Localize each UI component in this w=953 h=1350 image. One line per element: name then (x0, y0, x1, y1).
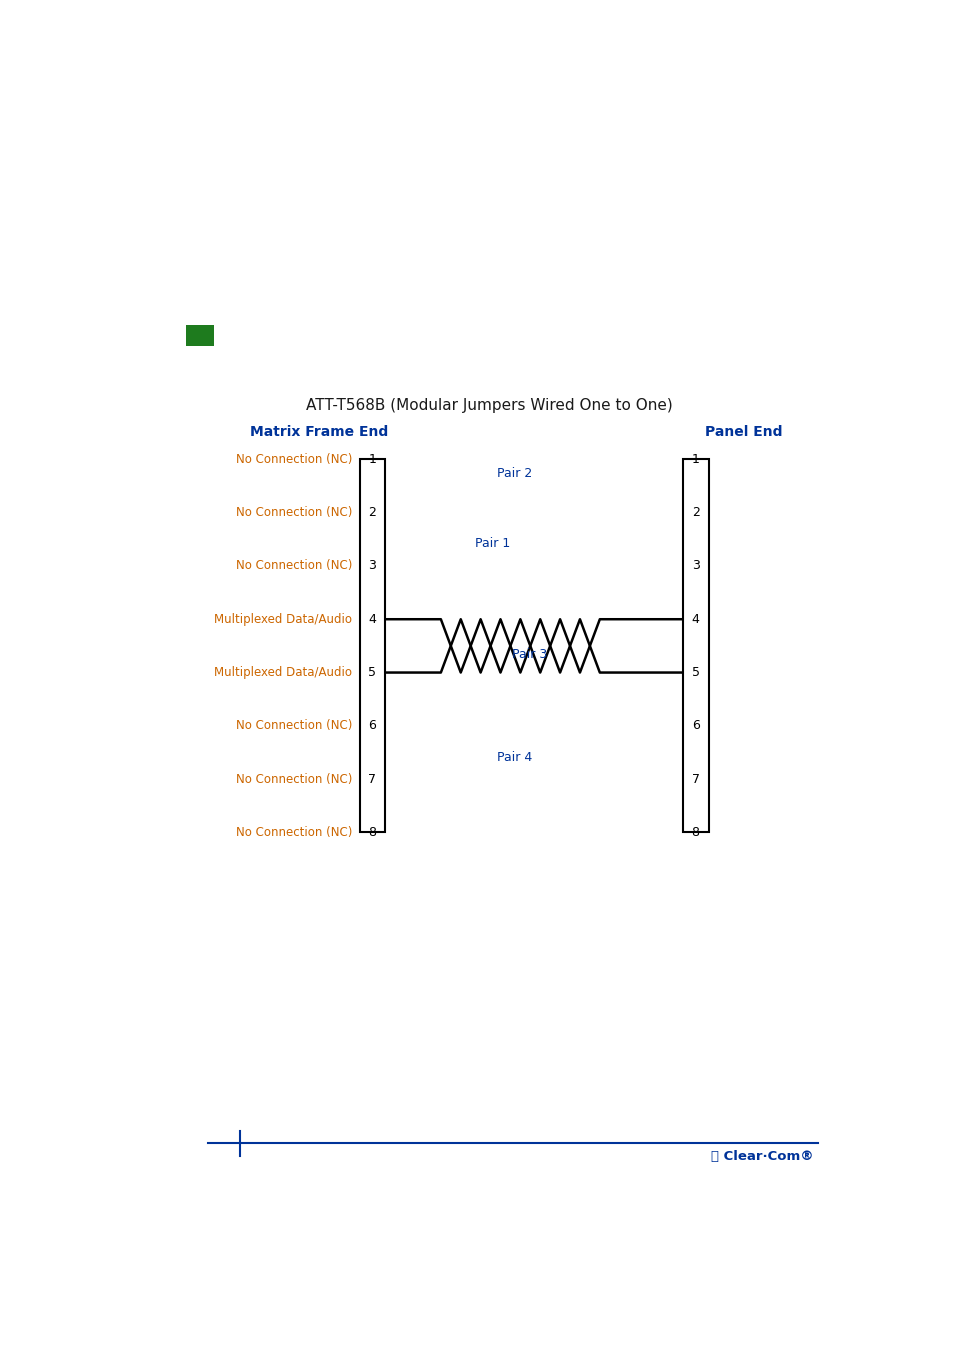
Text: 7: 7 (691, 772, 699, 786)
Text: Pair 4: Pair 4 (497, 751, 532, 764)
Text: 4: 4 (368, 613, 376, 626)
Text: No Connection (NC): No Connection (NC) (235, 506, 352, 520)
Text: Multiplexed Data/Audio: Multiplexed Data/Audio (213, 666, 352, 679)
Text: 7: 7 (368, 772, 376, 786)
Text: 4: 4 (691, 613, 699, 626)
Text: ATT-T568B (Modular Jumpers Wired One to One): ATT-T568B (Modular Jumpers Wired One to … (305, 398, 672, 413)
Text: No Connection (NC): No Connection (NC) (235, 772, 352, 786)
Bar (359, 459, 385, 833)
Text: Pair 1: Pair 1 (475, 536, 510, 549)
Text: No Connection (NC): No Connection (NC) (235, 452, 352, 466)
Text: No Connection (NC): No Connection (NC) (235, 559, 352, 572)
Text: 1: 1 (368, 452, 376, 466)
Text: 2: 2 (691, 506, 699, 520)
Text: 1: 1 (691, 452, 699, 466)
Text: Matrix Frame End: Matrix Frame End (250, 425, 388, 439)
Text: Pair 3: Pair 3 (512, 648, 547, 660)
Text: 3: 3 (368, 559, 376, 572)
Text: 6: 6 (368, 720, 376, 732)
Text: 8: 8 (368, 826, 376, 838)
Text: 5: 5 (691, 666, 699, 679)
Text: 5: 5 (368, 666, 376, 679)
Text: 6: 6 (691, 720, 699, 732)
Text: Pair 2: Pair 2 (497, 467, 532, 481)
Text: 2: 2 (368, 506, 376, 520)
Text: 3: 3 (691, 559, 699, 572)
Bar (186, 325, 213, 346)
Text: No Connection (NC): No Connection (NC) (235, 720, 352, 732)
Text: Multiplexed Data/Audio: Multiplexed Data/Audio (213, 613, 352, 626)
Text: No Connection (NC): No Connection (NC) (235, 826, 352, 838)
Bar (682, 459, 708, 833)
Text: ⓒ Clear·Com®: ⓒ Clear·Com® (710, 1150, 813, 1164)
Text: 8: 8 (691, 826, 699, 838)
Text: Panel End: Panel End (704, 425, 781, 439)
